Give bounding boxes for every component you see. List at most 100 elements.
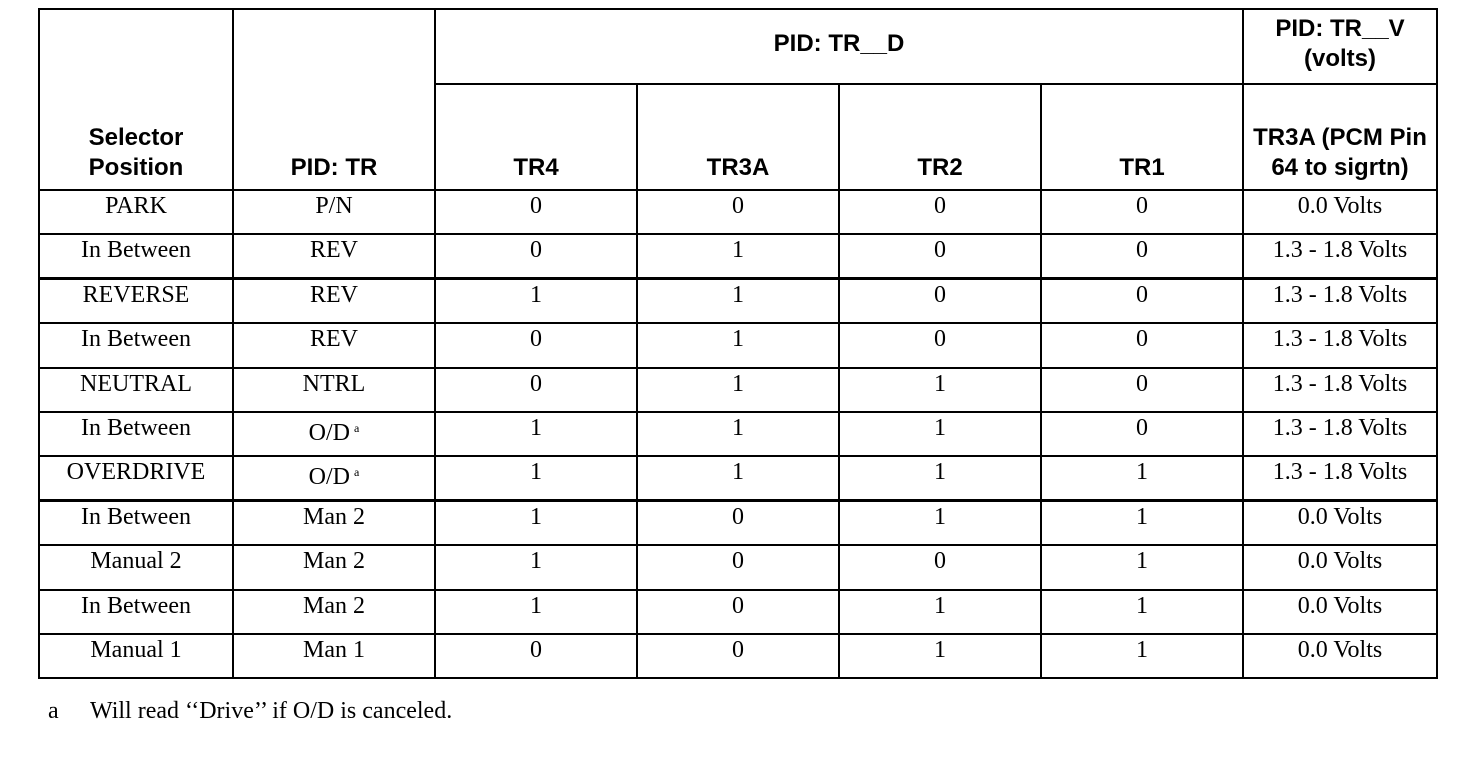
table-cell: 0.0 Volts [1242, 499, 1438, 547]
table-cell: Man 1 [232, 632, 436, 680]
header-cell: Selector Position [38, 8, 234, 191]
table-cell: PARK [38, 188, 234, 236]
table-cell: 0 [636, 588, 840, 635]
table-cell: 1 [838, 455, 1042, 503]
header-cell: PID: TR [232, 8, 436, 191]
table-cell: 0 [1040, 410, 1244, 458]
note-mark: a [354, 465, 360, 480]
table-cell: 1 [1040, 632, 1244, 680]
table-cell: 1.3 - 1.8 Volts [1242, 277, 1438, 325]
table-cell: In Between [38, 322, 234, 369]
table-row: In Between REV 0 1 0 0 1.3 - 1.8 Volts [38, 233, 1438, 281]
header-cell: PID: TR__D [434, 8, 1244, 85]
table-cell: In Between [38, 588, 234, 635]
table-cell: 1 [636, 410, 840, 458]
table-cell: 0.0 Volts [1242, 588, 1438, 635]
table-row: In Between Man 2 1 0 1 1 0.0 Volts [38, 588, 1438, 635]
table-row: NEUTRAL NTRL 0 1 1 0 1.3 - 1.8 Volts [38, 366, 1438, 413]
table-cell: 1 [1040, 544, 1244, 591]
table-cell: 1 [838, 588, 1042, 635]
table-cell: 0 [1040, 188, 1244, 236]
table-cell: In Between [38, 233, 234, 281]
table-cell: REV [232, 233, 436, 281]
footnote-text: Will read ‘‘Drive’’ if O/D is canceled. [90, 698, 453, 724]
table-row: OVERDRIVE O/D a 1 1 1 1 1.3 - 1.8 Volts [38, 455, 1438, 503]
table-cell: 1 [434, 499, 638, 547]
table-cell: O/D a [232, 455, 436, 503]
table-cell: 0 [838, 188, 1042, 236]
table-cell: 0 [838, 322, 1042, 369]
table-cell: Man 2 [232, 588, 436, 635]
table-cell: 1 [1040, 499, 1244, 547]
header-cell: TR3A [636, 83, 840, 191]
table-cell: 0 [636, 188, 840, 236]
table-cell: 0 [434, 632, 638, 680]
table-cell: 0 [838, 277, 1042, 325]
table-cell: 0 [1040, 366, 1244, 413]
table-cell: 1.3 - 1.8 Volts [1242, 455, 1438, 503]
data-table: Selector Position PID: TR PID: TR__D PID… [38, 8, 1438, 680]
table-cell: 0 [1040, 277, 1244, 325]
table-cell: In Between [38, 410, 234, 458]
note-mark: a [354, 420, 360, 435]
table-cell: 0.0 Volts [1242, 632, 1438, 680]
table-row: PARK P/N 0 0 0 0 0.0 Volts [38, 188, 1438, 236]
table-cell: 1 [434, 410, 638, 458]
table-cell: 1.3 - 1.8 Volts [1242, 410, 1438, 458]
table-cell: 1 [636, 233, 840, 281]
table-cell: In Between [38, 499, 234, 547]
table-cell: 0.0 Volts [1242, 544, 1438, 591]
table-row: In Between REV 0 1 0 0 1.3 - 1.8 Volts [38, 322, 1438, 369]
table-cell: 0.0 Volts [1242, 188, 1438, 236]
table-cell: 0 [1040, 233, 1244, 281]
table-row: In Between Man 2 1 0 1 1 0.0 Volts [38, 499, 1438, 547]
table-cell: 0 [434, 366, 638, 413]
table-cell: 1 [838, 366, 1042, 413]
table-cell: 1 [636, 322, 840, 369]
table-row: REVERSE REV 1 1 0 0 1.3 - 1.8 Volts [38, 277, 1438, 325]
header-cell: TR1 [1040, 83, 1244, 191]
footnote-mark: a [48, 698, 59, 724]
table-cell: 0 [434, 233, 638, 281]
table-cell: 1 [838, 410, 1042, 458]
table-cell: OVERDRIVE [38, 455, 234, 503]
table-cell: 0 [838, 544, 1042, 591]
table-cell: 0 [636, 544, 840, 591]
table-row: In Between O/D a 1 1 1 0 1.3 - 1.8 Volts [38, 410, 1438, 458]
table-cell: REV [232, 322, 436, 369]
table-cell: 1.3 - 1.8 Volts [1242, 233, 1438, 281]
table-cell: 1 [838, 632, 1042, 680]
header-cell: TR2 [838, 83, 1042, 191]
table-cell: O/D a [232, 410, 436, 458]
table-cell: 0 [434, 188, 638, 236]
table-cell: 1 [636, 277, 840, 325]
table-cell: REV [232, 277, 436, 325]
table-cell: 0 [636, 632, 840, 680]
table-cell: 1.3 - 1.8 Volts [1242, 322, 1438, 369]
table-cell: REVERSE [38, 277, 234, 325]
table-cell: Manual 2 [38, 544, 234, 591]
table-cell: 1 [1040, 455, 1244, 503]
table-cell: 0 [434, 322, 638, 369]
table-cell: 0 [636, 499, 840, 547]
cell-text: O/D [308, 419, 350, 446]
table-cell: 1 [838, 499, 1042, 547]
table-cell: 1 [434, 544, 638, 591]
table-cell: 1 [434, 455, 638, 503]
table-cell: 0 [838, 233, 1042, 281]
table-cell: 1.3 - 1.8 Volts [1242, 366, 1438, 413]
table-cell: Manual 1 [38, 632, 234, 680]
table-cell: Man 2 [232, 544, 436, 591]
header-cell: PID: TR__V (volts) [1242, 8, 1438, 85]
table-cell: 1 [434, 588, 638, 635]
table-cell: 1 [636, 455, 840, 503]
table-cell: Man 2 [232, 499, 436, 547]
table-cell: 1 [636, 366, 840, 413]
table-cell: 0 [1040, 322, 1244, 369]
cell-text: O/D [308, 464, 350, 491]
table-cell: NTRL [232, 366, 436, 413]
header-cell: TR4 [434, 83, 638, 191]
table-cell: NEUTRAL [38, 366, 234, 413]
header-cell: TR3A (PCM Pin 64 to sigrtn) [1242, 83, 1438, 191]
